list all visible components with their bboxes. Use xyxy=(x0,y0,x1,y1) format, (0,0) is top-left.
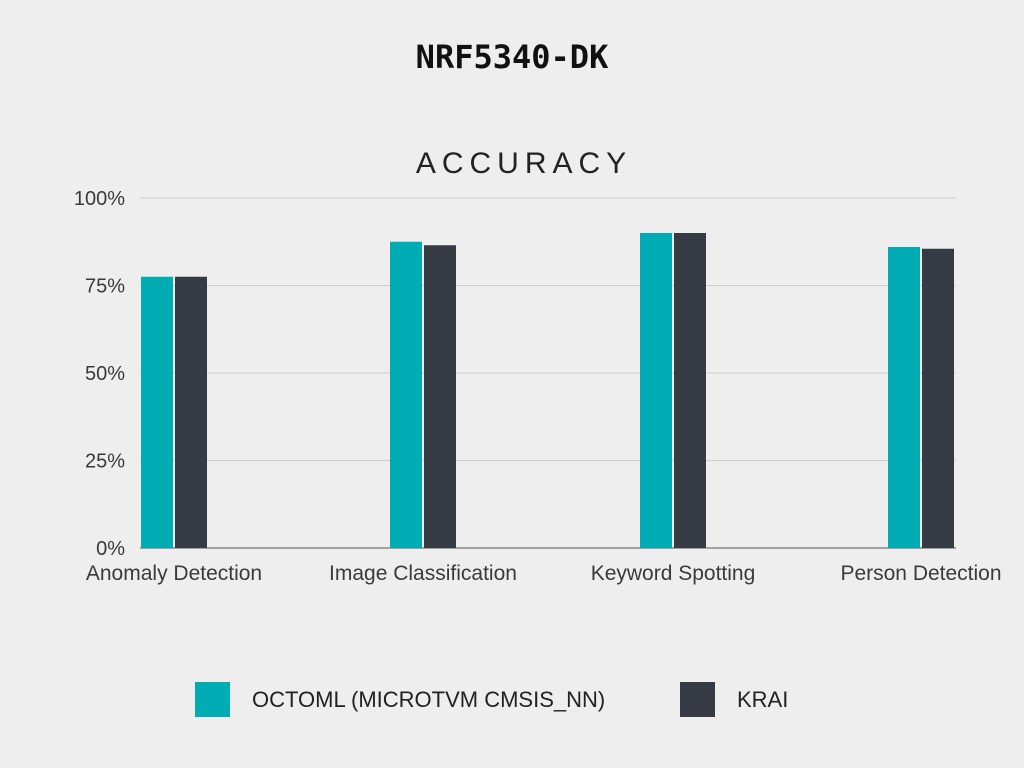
bar xyxy=(175,276,207,548)
bar xyxy=(888,247,920,548)
y-tick-label: 75% xyxy=(85,276,125,298)
bars xyxy=(141,233,954,548)
x-category-label: Keyword Spotting xyxy=(591,562,756,585)
bar xyxy=(424,245,456,548)
y-tick-label: 50% xyxy=(85,363,125,385)
x-axis-categories: Anomaly Detection Image Classification Key… xyxy=(86,562,1002,585)
bar xyxy=(640,233,672,548)
legend-swatch xyxy=(195,682,230,717)
x-category-label: Image Classification xyxy=(329,562,517,585)
y-axis-ticks: 0% 25% 50% 75% 100% xyxy=(74,188,125,560)
y-tick-label: 100% xyxy=(74,188,125,210)
bar xyxy=(390,241,422,548)
legend-label: OCTOML (MICROTVM CMSIS_NN) xyxy=(252,687,605,712)
legend-swatch xyxy=(680,682,715,717)
bar xyxy=(674,233,706,548)
x-category-label: Person Detection xyxy=(840,562,1001,585)
x-category-label: Anomaly Detection xyxy=(86,562,262,585)
legend-label: KRAI xyxy=(737,687,788,712)
page-heading: NRF5340-DK xyxy=(415,38,609,76)
y-tick-label: 0% xyxy=(96,538,125,560)
y-tick-label: 25% xyxy=(85,451,125,473)
grid-lines xyxy=(140,197,956,549)
bar xyxy=(922,248,954,548)
chart-title: ACCURACY xyxy=(416,147,632,180)
bar xyxy=(141,276,173,548)
legend: OCTOML (MICROTVM CMSIS_NN) KRAI xyxy=(195,682,788,717)
